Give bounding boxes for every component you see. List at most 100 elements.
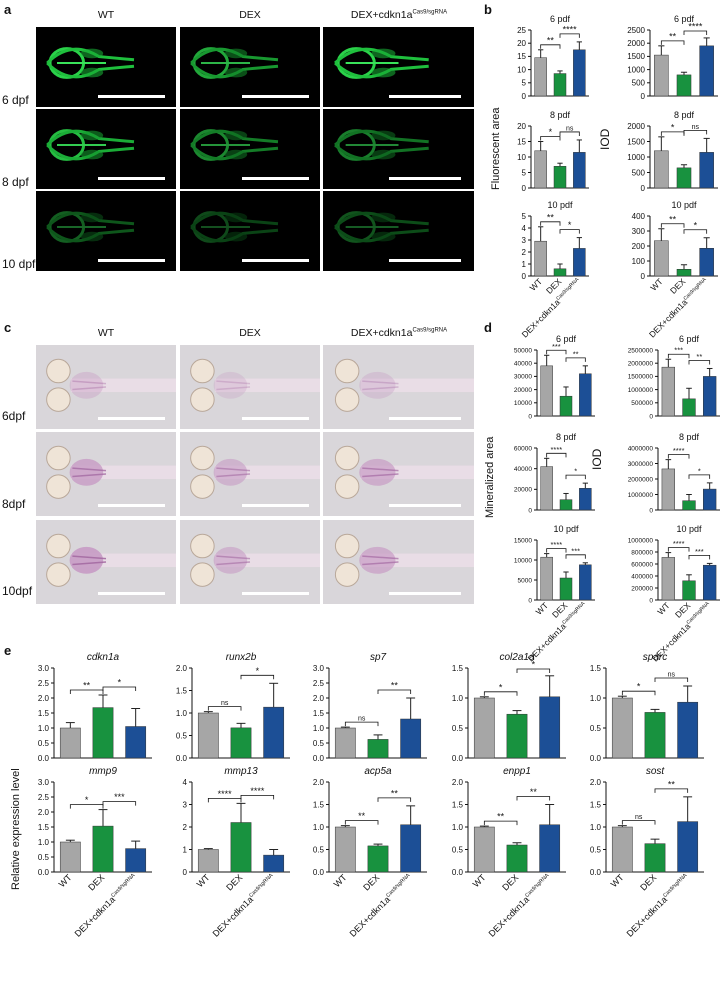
- significance-label: *: [637, 682, 641, 692]
- bar-wt: [661, 557, 675, 601]
- y-tick-label: 0: [649, 413, 653, 420]
- scale-bar: [98, 417, 165, 420]
- significance-label: ****: [673, 539, 685, 548]
- significance-bracket: [344, 820, 379, 825]
- y-tick-label: 20000: [514, 387, 532, 394]
- bar-dex: [559, 395, 573, 417]
- significance-label: *: [118, 678, 122, 688]
- scale-bar: [98, 259, 165, 262]
- chart-title: 6 pdf: [679, 334, 700, 344]
- y-tick-label: 1.0: [38, 724, 50, 733]
- y-tick-label: 0: [522, 184, 527, 193]
- y-tick-label: 0.0: [313, 754, 325, 763]
- scale-bar: [389, 95, 461, 98]
- panel-letter-d: d: [484, 320, 492, 335]
- y-tick-label: 15: [517, 52, 526, 61]
- bar-crispr: [573, 49, 586, 97]
- chart-e-19: acp5a 0.0 0.5 1.0 1.5 2.0 ** ** WT DEXDEX+cdkn1aC…: [313, 766, 427, 939]
- significance-label: **: [497, 812, 505, 822]
- significance-label: *: [256, 666, 260, 676]
- panel-letter-c: c: [4, 320, 12, 335]
- bar-dex: [506, 713, 528, 759]
- larva-illustration: [46, 445, 176, 499]
- y-tick-label: 2.5: [38, 679, 50, 688]
- bar-dex: [230, 727, 252, 759]
- significance-bracket: [683, 229, 708, 234]
- y-tick-label: 4000000: [628, 445, 654, 452]
- chart-e-15: col2a1a 0.0 0.5 1.0 1.5 * *: [452, 652, 566, 763]
- bar-wt: [59, 727, 81, 759]
- y-tick-label: 2.0: [38, 808, 50, 817]
- x-label-wt: WT: [648, 276, 664, 292]
- scale-bar: [98, 592, 165, 595]
- bar-dex: [367, 739, 389, 759]
- y-tick-label: 0.0: [176, 754, 188, 763]
- bar-dex: [676, 74, 692, 97]
- y-tick-label: 100: [632, 257, 646, 266]
- y-tick-label: 2500000: [628, 347, 654, 354]
- y-tick-label: 1.5: [313, 800, 325, 809]
- x-label-wt: WT: [471, 872, 488, 889]
- significance-bracket: [683, 130, 708, 135]
- significance-bracket: [483, 691, 518, 696]
- fluorescence-image-crispr-10dpf: [323, 191, 474, 271]
- y-tick-label: 2000: [627, 39, 645, 48]
- y-tick-label: 0.5: [313, 739, 325, 748]
- significance-label: ns: [692, 124, 700, 131]
- y-tick-label: 0.5: [313, 845, 325, 854]
- scale-bar: [98, 95, 165, 98]
- significance-bracket: [660, 131, 685, 136]
- bar-wt: [661, 468, 675, 511]
- brightfield-image-dex-10dpf: [180, 520, 320, 604]
- y-tick-label: 1.0: [452, 823, 464, 832]
- significance-label: **: [530, 787, 538, 797]
- significance-label: *: [499, 682, 503, 692]
- chart-title: col2a1a: [499, 652, 534, 663]
- significance-bracket: [565, 357, 586, 362]
- chart-title: 8 pdf: [556, 432, 577, 442]
- y-tick-label: 1.0: [38, 838, 50, 847]
- y-tick-label: 200: [632, 242, 646, 251]
- y-tick-label: 2000000: [628, 360, 654, 367]
- bar-wt: [611, 697, 633, 759]
- bar-crispr: [699, 45, 714, 97]
- significance-bracket: [559, 131, 580, 136]
- col-head-c-dex: DEX: [239, 327, 261, 339]
- brightfield-image-dex-8dpf: [180, 432, 320, 516]
- x-label-crispr: DEX+cdkn1aCas9/sgRNA: [73, 872, 140, 939]
- larva-illustration: [190, 47, 279, 79]
- significance-label: **: [391, 788, 399, 798]
- significance-bracket: [483, 820, 518, 826]
- chart-title: 6 pdf: [556, 334, 577, 344]
- y-tick-label: 3.0: [38, 778, 50, 787]
- y-tick-label: 5000: [518, 577, 533, 584]
- significance-label: ***: [674, 346, 683, 355]
- bar-crispr: [125, 726, 147, 759]
- significance-bracket: [207, 797, 242, 803]
- chart-title: runx2b: [226, 652, 257, 663]
- significance-label: ns: [635, 814, 643, 821]
- panel-letter-e: e: [4, 643, 12, 658]
- bar-crispr: [573, 152, 586, 189]
- chart-d-11: 10 pdf 0 200000 400000 600000 800000 1000000 **…: [628, 524, 720, 663]
- row-label-10dpf: 10 dpf: [2, 257, 36, 271]
- scale-bar: [389, 592, 461, 595]
- larva-illustration: [334, 358, 474, 412]
- larva-illustration: [190, 211, 279, 243]
- bar-crispr: [677, 821, 699, 873]
- scale-bar: [242, 95, 309, 98]
- bar-wt: [334, 727, 356, 759]
- fluorescence-image-crispr-8dpf: [323, 109, 474, 189]
- chart-title: cdkn1a: [87, 652, 120, 663]
- y-tick-label: 2.0: [313, 778, 325, 787]
- larva-illustration: [334, 47, 429, 79]
- chart-title: 10 pdf: [553, 524, 579, 534]
- x-label-dex: DEX: [86, 872, 106, 892]
- significance-bracket: [667, 547, 690, 552]
- larva-illustration: [190, 533, 320, 587]
- bar-wt: [197, 712, 219, 759]
